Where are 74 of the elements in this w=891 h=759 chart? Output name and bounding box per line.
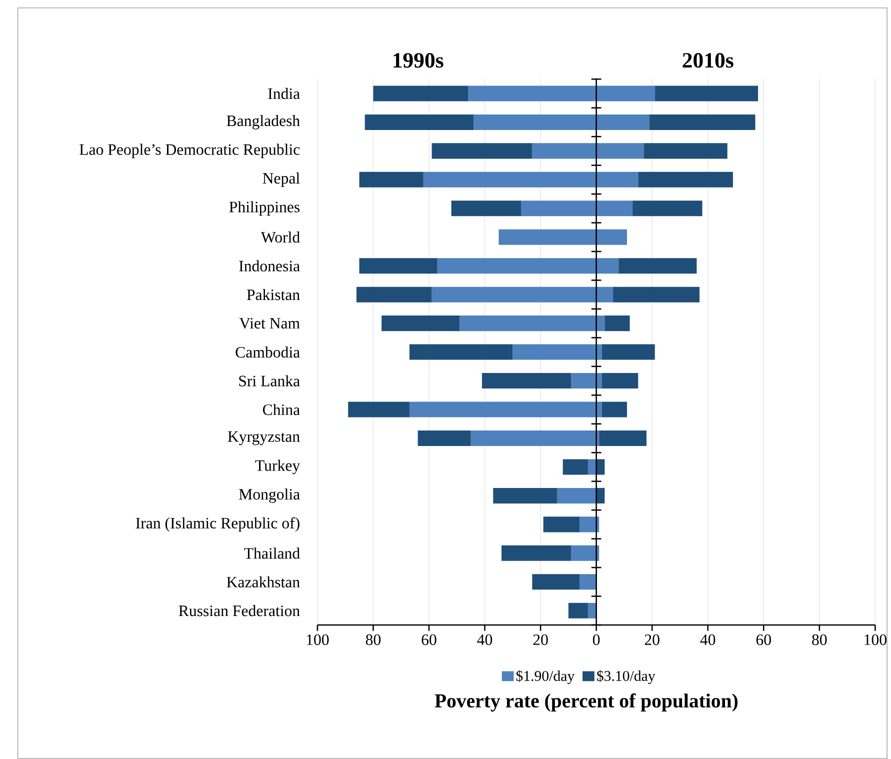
bar (618, 258, 697, 274)
bar (482, 372, 572, 388)
x-tick-label: 60 (422, 634, 436, 645)
y-tick-label: Bangladesh (226, 114, 300, 130)
y-tick-label: Sri Lanka (239, 374, 300, 386)
y-tick-label: Indonesia (239, 260, 300, 272)
bar (602, 402, 627, 418)
text: 1990s (394, 52, 444, 68)
x-tick-label: 60 (756, 634, 771, 645)
bar (356, 286, 432, 302)
x-tick-label: 20 (533, 634, 548, 645)
y-tick-label: China (262, 404, 300, 415)
x-tick-label: 0 (592, 634, 600, 645)
y-tick-label: Lao People’s Democratic Republic (80, 144, 300, 158)
x-tick-label: 40 (700, 634, 716, 645)
x-tick-label: 100 (306, 634, 329, 645)
bar (543, 516, 580, 532)
bar (359, 258, 438, 274)
bar (568, 602, 588, 618)
bar (596, 458, 605, 474)
bar (580, 574, 596, 590)
y-tick-label: Cambodia (236, 346, 300, 358)
bar (493, 488, 558, 504)
bar (348, 402, 410, 418)
bar (649, 114, 756, 130)
bar (359, 172, 424, 188)
x-tick-label: 20 (644, 634, 660, 645)
x-tick-label: 40 (477, 634, 492, 645)
y-tick-label: Pakistan (246, 288, 300, 300)
bar (644, 142, 728, 158)
bar (373, 85, 468, 101)
bar (588, 458, 596, 474)
y-tick-label: Mongolia (239, 488, 300, 503)
bar (632, 200, 702, 216)
bar (580, 516, 596, 532)
bar (432, 142, 532, 158)
bar (638, 172, 733, 188)
bar (409, 344, 513, 360)
bar (604, 315, 630, 331)
bar (596, 488, 605, 504)
bar (451, 200, 522, 216)
bar (613, 286, 700, 302)
x-tick-label: 100 (864, 634, 886, 645)
bar (571, 545, 596, 561)
y-tick-label: India (268, 88, 300, 99)
x-tick-label: 80 (366, 634, 381, 645)
x-tick-label: 80 (812, 634, 827, 645)
bar (557, 488, 596, 504)
y-tick-label: Thailand (244, 547, 300, 558)
bar (602, 372, 638, 388)
text: 2010s (682, 52, 734, 68)
x-axis-title: Poverty rate (percent of population) (434, 693, 738, 712)
bar (364, 114, 474, 130)
y-tick-label: Turkey (255, 460, 300, 474)
bar (470, 430, 596, 446)
y-tick-label: Kazakhstan (226, 576, 300, 588)
y-tick-label: Kyrgyzstan (228, 431, 300, 445)
bar (654, 85, 758, 101)
bar (418, 430, 471, 446)
bar (602, 344, 655, 360)
bar (382, 315, 460, 331)
y-tick-label: Nepal (262, 172, 300, 187)
bar (562, 458, 588, 474)
legend-label: $3.10/day (597, 670, 656, 684)
bar (599, 430, 647, 446)
y-tick-label: Iran (Islamic Republic of) (136, 516, 300, 532)
bar (501, 545, 572, 561)
y-tick-label: Russian Federation (178, 604, 300, 616)
y-tick-label: Viet Nam (239, 318, 300, 328)
legend-label: $1.90/day (516, 670, 575, 684)
bar (532, 574, 580, 590)
y-tick-label: World (260, 231, 300, 242)
y-tick-label: Philippines (229, 200, 300, 216)
bar (588, 602, 596, 618)
